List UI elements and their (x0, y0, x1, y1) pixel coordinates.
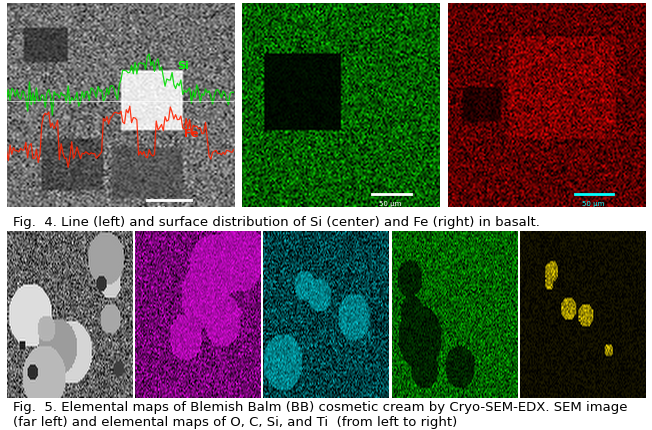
Text: 50 μm: 50 μm (582, 200, 604, 206)
Text: 50 μm: 50 μm (157, 205, 180, 211)
Text: 50 μm: 50 μm (379, 200, 402, 206)
Text: Fig.  5. Elemental maps of Blemish Balm (BB) cosmetic cream by Cryo-SEM-EDX. SEM: Fig. 5. Elemental maps of Blemish Balm (… (13, 400, 627, 428)
Text: Fe: Fe (185, 129, 199, 139)
Text: Fig.  4. Line (left) and surface distribution of Si (center) and Fe (right) in b: Fig. 4. Line (left) and surface distribu… (13, 215, 540, 228)
Text: Si: Si (177, 61, 188, 71)
